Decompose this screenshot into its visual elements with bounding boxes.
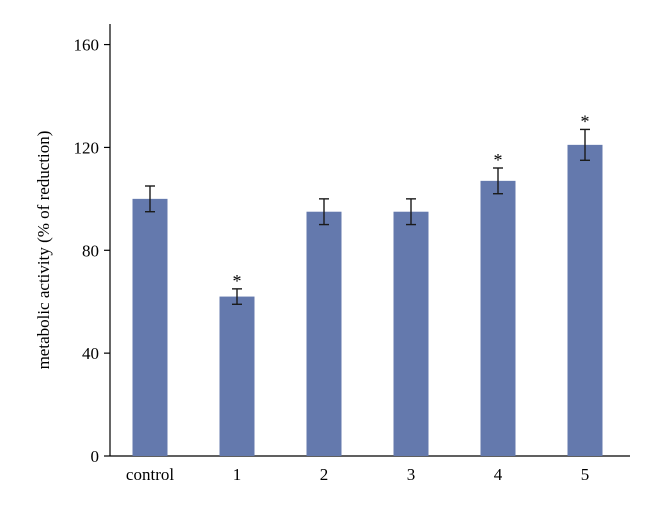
x-tick-label-1: 1 <box>233 465 242 484</box>
y-tick-label: 80 <box>82 241 99 260</box>
bar-5 <box>567 144 603 456</box>
bar-1 <box>219 296 255 456</box>
y-tick-label: 120 <box>74 138 100 157</box>
x-tick-label-4: 4 <box>494 465 503 484</box>
y-tick-label: 40 <box>82 344 99 363</box>
x-tick-label-control: control <box>126 465 174 484</box>
bar-4 <box>480 180 516 456</box>
bar-2 <box>306 211 342 456</box>
y-tick-label: 0 <box>91 447 100 466</box>
y-axis-title: metabolic activity (% of reduction) <box>34 131 53 370</box>
significance-marker: * <box>233 271 242 291</box>
y-tick-label: 160 <box>74 36 100 55</box>
x-tick-label-3: 3 <box>407 465 416 484</box>
bar-3 <box>393 211 429 456</box>
x-tick-label-5: 5 <box>581 465 590 484</box>
significance-marker: * <box>494 150 503 170</box>
significance-marker: * <box>581 111 590 131</box>
x-tick-label-2: 2 <box>320 465 329 484</box>
plot-area: 0 40 80 120 160 control * 1 2 3 * 4 * 5 <box>74 24 630 484</box>
bar-control <box>132 198 168 456</box>
